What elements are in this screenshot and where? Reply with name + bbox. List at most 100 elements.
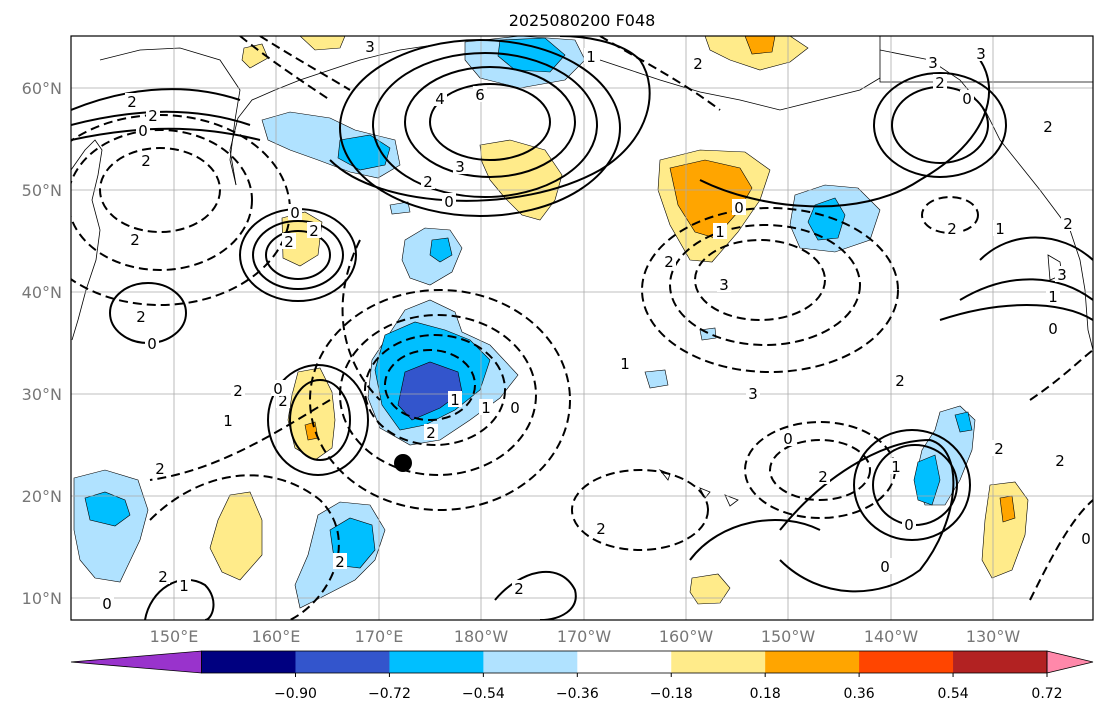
contour-label-bg	[177, 577, 191, 593]
contour-label-bg	[1055, 266, 1069, 282]
contour-label: 2	[284, 233, 294, 251]
map-frame	[70, 35, 1094, 621]
contour-label: 2	[148, 107, 158, 125]
contour-label-bg	[231, 382, 245, 398]
contour-label: 1	[1048, 288, 1058, 306]
contour-label: 2	[818, 468, 828, 486]
latitude-label: 50°N	[22, 181, 62, 200]
colorbar-segment	[859, 651, 954, 673]
contour-label-bg	[139, 152, 153, 168]
contour-label: 0	[904, 516, 914, 534]
positive-anomaly-region	[241, 43, 269, 69]
contour-label: 0	[1081, 530, 1091, 548]
contour-label: 2	[947, 220, 957, 238]
contour-label-bg	[156, 568, 170, 584]
contour-label: 3	[748, 385, 758, 403]
positive-anomaly-region-strong	[999, 495, 1016, 523]
contour-label: 2	[1063, 215, 1073, 233]
contour-label: 2	[693, 55, 703, 73]
contour-label-bg	[473, 86, 487, 102]
longitude-label: 180°W	[454, 627, 509, 646]
contour-label-bg	[992, 440, 1006, 456]
contour-label: 2	[1055, 452, 1065, 470]
contour-label-bg	[363, 38, 377, 54]
contour-label: 2	[130, 231, 140, 249]
contour-label-bg	[732, 199, 746, 215]
contour-label-bg	[1061, 215, 1075, 231]
colorbar-extend-max	[1046, 650, 1094, 674]
contour-label-bg	[100, 595, 114, 611]
contour-label-bg	[448, 391, 462, 407]
colorbar-tick-label: −0.18	[650, 686, 693, 702]
contour-label-bg	[974, 45, 988, 61]
contour-label-bg	[893, 372, 907, 388]
contour-label-bg	[933, 74, 947, 90]
longitude-label: 130°W	[966, 627, 1021, 646]
contour-label: 0	[510, 399, 520, 417]
colorbar-segment	[765, 651, 860, 673]
contour-label: 0	[734, 199, 744, 217]
contour-label: 0	[1048, 320, 1058, 338]
contour-label: 6	[475, 86, 485, 104]
longitude-label: 170°E	[355, 627, 404, 646]
contour-label-bg	[145, 335, 159, 351]
longitude-label: 150°W	[761, 627, 816, 646]
positive-anomaly-region-strong	[744, 36, 776, 55]
colorbar-segment	[671, 651, 766, 673]
contour-label: 1	[891, 458, 901, 476]
longitude-labels: 150°E 160°E 170°E 180°W 170°W 160°W 150°W 140°W…	[150, 627, 1021, 646]
colorbar-tick-label: 0.54	[937, 686, 968, 702]
contour-label-bg	[512, 580, 526, 596]
contour-label-bg	[453, 158, 467, 174]
contour-label-bg	[1041, 118, 1055, 134]
colorbar	[70, 650, 1094, 674]
contour-label-bg	[442, 193, 456, 209]
negative-anomaly-region	[389, 201, 411, 215]
contour-label-bg	[421, 173, 435, 189]
contour-label-bg	[618, 355, 632, 371]
coastlines	[71, 36, 1093, 507]
contour-label-bg	[1046, 320, 1060, 336]
contour-label: 2	[935, 74, 945, 92]
contour-label-bg	[221, 412, 235, 428]
contour-label: 2	[994, 440, 1004, 458]
contour-label-bg	[146, 107, 160, 123]
contour-label: 0	[880, 558, 890, 576]
negative-anomaly-region-strong	[429, 237, 453, 263]
contour-label-bg	[594, 520, 608, 536]
colorbar-tick-label: 0.18	[750, 686, 781, 702]
contour-label-bg	[125, 93, 139, 109]
contour-label-bg	[889, 458, 903, 474]
colorbar-tick-label: 0.72	[1031, 686, 1062, 702]
contour-label-bg	[271, 380, 285, 396]
positive-anomaly-region	[209, 491, 263, 581]
contour-label: 0	[102, 595, 112, 613]
contour-label: 2	[895, 372, 905, 390]
contour-label: 0	[138, 122, 148, 140]
contour-label-bg	[1053, 452, 1067, 468]
colorbar-segment	[295, 651, 390, 673]
contour-label-bg	[781, 430, 795, 446]
longitude-label: 150°E	[150, 627, 199, 646]
colorbar-tick-label: 0.36	[844, 686, 875, 702]
contour-label-bg	[746, 385, 760, 401]
dashed-contours	[71, 36, 1093, 620]
contour-label: 1	[223, 412, 233, 430]
colorbar-segment	[577, 651, 672, 673]
latitude-label: 20°N	[22, 487, 62, 506]
contour-label-bg	[433, 90, 447, 106]
negative-anomaly-region-strong	[84, 491, 131, 527]
latitude-labels: 60°N 50°N 40°N 30°N 20°N 10°N	[22, 79, 62, 608]
contour-label: 0	[444, 193, 454, 211]
colorbar-tick-label: −0.54	[462, 686, 505, 702]
contour-label: 2	[141, 152, 151, 170]
contour-label: 1	[481, 399, 491, 417]
contour-label-bg	[136, 122, 150, 138]
negative-anomaly-region-strong	[497, 37, 566, 73]
contour-label: 3	[455, 158, 465, 176]
latitude-label: 10°N	[22, 589, 62, 608]
longitude-label: 170°W	[557, 627, 612, 646]
contour-label: 2	[127, 93, 137, 111]
